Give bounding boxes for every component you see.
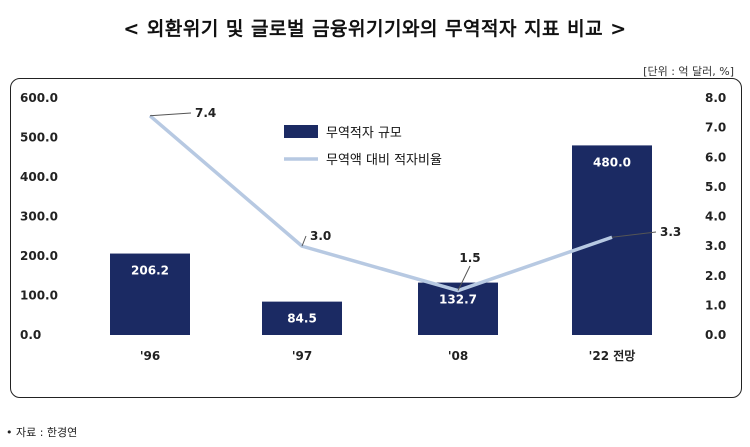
line-value-label: 7.4 xyxy=(195,106,216,120)
bar-series xyxy=(110,145,652,335)
right-axis-ticks: 0.0 1.0 2.0 3.0 4.0 5.0 6.0 7.0 8.0 xyxy=(705,91,726,342)
ratio-line xyxy=(148,114,613,293)
line-value-label: 3.3 xyxy=(660,225,681,239)
right-tick-label: 1.0 xyxy=(705,298,726,312)
right-tick-label: 4.0 xyxy=(705,210,726,224)
bar-value-labels: 206.2 84.5 132.7 480.0 xyxy=(131,155,631,325)
right-tick-label: 2.0 xyxy=(705,269,726,283)
line-series: 7.4 3.0 1.5 3.3 xyxy=(148,106,681,293)
left-axis-ticks: 0.0 100.0 200.0 300.0 400.0 500.0 600.0 xyxy=(20,91,58,342)
right-tick-label: 8.0 xyxy=(705,91,726,105)
unit-label: [단위 : 억 달러, %] xyxy=(643,65,734,78)
left-tick-label: 200.0 xyxy=(20,249,58,263)
left-tick-label: 0.0 xyxy=(20,328,41,342)
category-label: '08 xyxy=(448,349,468,363)
bar-value-label: 480.0 xyxy=(593,155,631,169)
left-tick-label: 400.0 xyxy=(20,170,58,184)
right-tick-label: 7.0 xyxy=(705,121,726,135)
category-axis-labels: '96 '97 '08 '22 전망 xyxy=(140,348,636,363)
leader-line xyxy=(611,231,657,238)
line-value-label: 3.0 xyxy=(310,229,331,243)
bar xyxy=(572,145,652,335)
legend-bar-label: 무역적자 규모 xyxy=(326,126,402,141)
legend-line-label: 무역액 대비 적자비율 xyxy=(326,153,442,168)
bar-value-label: 206.2 xyxy=(131,264,169,278)
category-label: '22 전망 xyxy=(589,348,636,363)
bar-value-label: 84.5 xyxy=(287,312,317,326)
chart-title: < 외환위기 및 글로벌 금융위기기와의 무역적자 지표 비교 > xyxy=(123,18,627,40)
left-tick-label: 600.0 xyxy=(20,91,58,105)
category-label: '97 xyxy=(292,349,312,363)
bar xyxy=(110,253,190,335)
right-tick-label: 5.0 xyxy=(705,180,726,194)
right-tick-label: 6.0 xyxy=(705,150,726,164)
leader-line xyxy=(301,235,307,247)
category-label: '96 xyxy=(140,349,160,363)
chart-frame xyxy=(10,78,742,398)
left-tick-label: 100.0 xyxy=(20,289,58,303)
bar-value-label: 132.7 xyxy=(439,293,477,307)
left-tick-label: 500.0 xyxy=(20,131,58,145)
leader-line xyxy=(149,112,192,117)
left-tick-label: 300.0 xyxy=(20,210,58,224)
legend-bar-swatch xyxy=(284,125,318,138)
right-tick-label: 0.0 xyxy=(705,328,726,342)
leader-line xyxy=(457,265,471,291)
source-note: • 자료 : 한경연 xyxy=(6,426,78,439)
right-tick-label: 3.0 xyxy=(705,239,726,253)
line-value-label: 1.5 xyxy=(459,251,480,265)
bar xyxy=(262,301,342,335)
